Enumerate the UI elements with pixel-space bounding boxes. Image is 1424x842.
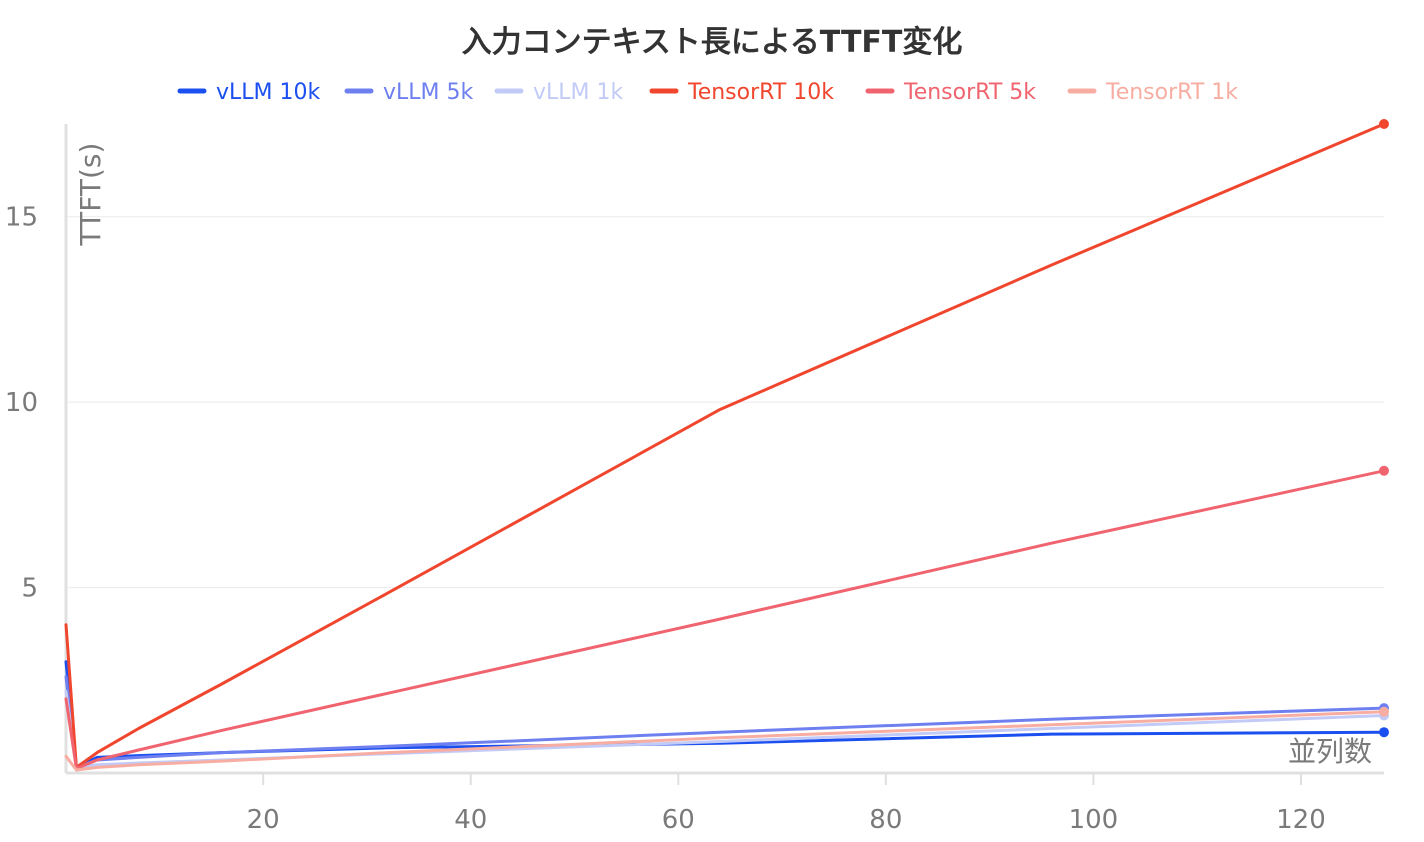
- legend-label-vllm-5k: vLLM 5k: [383, 80, 474, 105]
- x-tick-label-60: 60: [662, 805, 695, 835]
- x-tick-label-20: 20: [247, 805, 280, 835]
- series-line-tensorrt-5k: [64, 469, 1386, 770]
- series-endpoint-vllm-10k: [1379, 727, 1389, 738]
- axes: [64, 124, 1384, 775]
- y-tick-label-5: 5: [21, 574, 38, 604]
- legend-item-tensorrt-5k: TensorRT 5k: [865, 80, 1036, 105]
- series-line-tensorrt-10k: [64, 122, 1386, 769]
- x-tick-label-40: 40: [454, 805, 487, 835]
- gridlines: [66, 216, 1384, 589]
- x-tick-label-120: 120: [1276, 805, 1326, 835]
- series-endpoint-tensorrt-5k: [1379, 465, 1389, 476]
- legend-label-vllm-1k: vLLM 1k: [533, 80, 624, 105]
- series-endpoint-tensorrt-1k: [1379, 706, 1389, 717]
- y-tick-label-10: 10: [5, 388, 38, 418]
- series-endpoints: [1379, 119, 1389, 738]
- series-lines: [64, 122, 1386, 772]
- legend-item-vllm-10k: vLLM 10k: [177, 80, 321, 105]
- legend-label-tensorrt-1k: TensorRT 1k: [1105, 80, 1238, 105]
- legend-label-vllm-10k: vLLM 10k: [216, 80, 321, 105]
- x-axis-ticks: 20 40 60 80 100 120: [247, 773, 1326, 835]
- legend-item-vllm-1k: vLLM 1k: [494, 80, 624, 105]
- series-endpoint-tensorrt-10k: [1379, 119, 1389, 129]
- series-line-vllm-1k: [64, 689, 1386, 769]
- y-axis-ticks: 5 10 15: [5, 203, 38, 604]
- chart-title: 入力コンテキスト長によるTTFT変化: [462, 25, 963, 60]
- legend-item-vllm-5k: vLLM 5k: [344, 80, 474, 105]
- legend-item-tensorrt-10k: TensorRT 10k: [649, 80, 834, 105]
- legend-label-tensorrt-5k: TensorRT 5k: [903, 80, 1036, 105]
- x-axis-title: 並列数: [1288, 735, 1372, 768]
- legend-item-tensorrt-1k: TensorRT 1k: [1067, 80, 1238, 105]
- y-tick-label-15: 15: [5, 203, 38, 233]
- x-tick-label-80: 80: [869, 805, 902, 835]
- series-line-tensorrt-1k: [64, 710, 1386, 772]
- x-tick-label-100: 100: [1069, 805, 1119, 835]
- y-axis-title: TTFT(s): [74, 143, 107, 247]
- legend: vLLM 10k vLLM 5k vLLM 1k TensorRT 10k Tensor…: [177, 80, 1238, 105]
- legend-label-tensorrt-10k: TensorRT 10k: [687, 80, 834, 105]
